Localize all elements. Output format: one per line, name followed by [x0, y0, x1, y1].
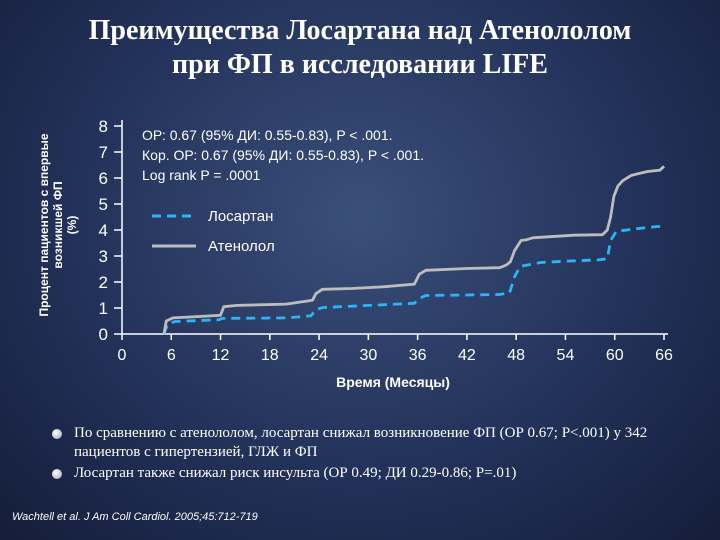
bullet-item-2: Лосартан также снижал риск инсульта (ОР …: [48, 464, 708, 483]
annotation-line-2: Кор. ОР: 0.67 (95% ДИ: 0.55-0.83), P < .…: [142, 147, 424, 163]
annotation-line-3: Log rank P = .0001: [142, 167, 261, 183]
bullet-dot-icon: [52, 429, 62, 439]
x-tick-label: 0: [118, 347, 127, 364]
series-line-losartan: [162, 224, 665, 335]
x-tick-label: 12: [212, 347, 230, 364]
x-tick-label: 66: [655, 347, 673, 364]
slide-title: Преимущества Лосартана над Атенололом пр…: [0, 14, 720, 82]
series-line-atenolol: [162, 165, 665, 335]
citation: Wachtell et al. J Am Coll Cardiol. 2005;…: [12, 511, 258, 523]
bullet-dot-icon: [52, 469, 62, 479]
bullet-list: По сравнению с атенололом, лосартан сниж…: [48, 424, 708, 485]
legend-label-losartan: Лосартан: [208, 208, 273, 225]
bullet-text-1: По сравнению с атенололом, лосартан сниж…: [74, 425, 648, 460]
x-tick-label: 54: [557, 347, 575, 364]
x-tick-label: 18: [261, 347, 279, 364]
bullet-text-2: Лосартан также снижал риск инсульта (ОР …: [74, 465, 517, 481]
y-tick-label: 1: [99, 299, 108, 318]
x-tick-label: 36: [409, 347, 427, 364]
bullet-item-1: По сравнению с атенололом, лосартан сниж…: [48, 424, 708, 462]
x-tick-label: 24: [310, 347, 328, 364]
x-tick-label: 60: [606, 347, 624, 364]
x-tick-label: 30: [359, 347, 377, 364]
y-tick-label: 8: [99, 117, 108, 136]
title-line-1: Преимущества Лосартана над Атенололом: [88, 15, 632, 46]
y-tick-label: 4: [99, 221, 108, 240]
x-tick-label: 42: [458, 347, 476, 364]
y-tick-label: 3: [99, 247, 108, 266]
x-axis-label: Время (Месяцы): [336, 374, 450, 390]
legend-label-atenolol: Атенолол: [208, 238, 275, 255]
x-tick-label: 48: [507, 347, 525, 364]
y-tick-label: 0: [99, 325, 108, 344]
y-tick-label: 2: [99, 273, 108, 292]
title-line-2: при ФП в исследовании LIFE: [172, 49, 548, 80]
annotation-line-1: ОР: 0.67 (95% ДИ: 0.55-0.83), P < .001.: [142, 127, 393, 143]
y-tick-label: 5: [99, 195, 108, 214]
y-tick-label: 7: [99, 143, 108, 162]
x-tick-label: 6: [167, 347, 176, 364]
y-tick-label: 6: [99, 169, 108, 188]
